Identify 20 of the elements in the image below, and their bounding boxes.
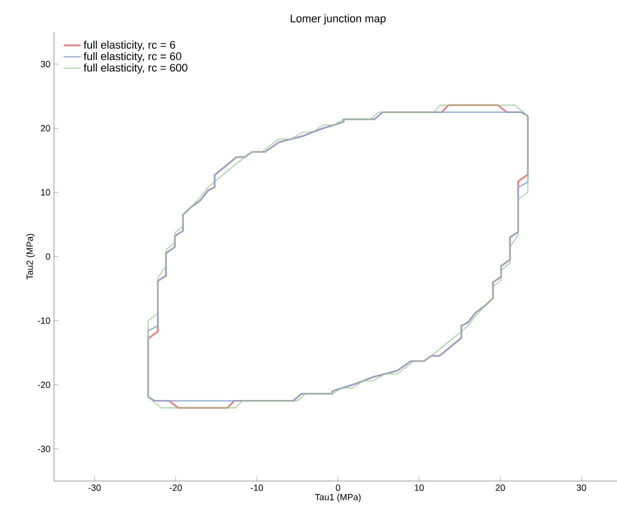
x-tick-label: 20 <box>496 484 505 491</box>
y-tick-label: 30 <box>40 60 50 68</box>
legend-label: full elasticity, rc = 60 <box>84 52 182 62</box>
y-tick-label: -10 <box>38 317 50 324</box>
x-tick-label: 10 <box>414 484 424 491</box>
legend-label: full elasticity, rc = 6 <box>84 40 176 51</box>
x-tick-label: -10 <box>250 484 263 491</box>
y-tick-label: 10 <box>41 189 50 196</box>
legend-label: full elasticity, rc = 600 <box>84 64 188 74</box>
x-tick-label: 0 <box>336 484 340 491</box>
y-tick-label: 20 <box>40 125 50 132</box>
x-tick-label: -20 <box>170 484 182 491</box>
y-axis-title: Tau2 (MPa) <box>26 234 35 280</box>
y-tick-label: 0 <box>46 253 50 260</box>
y-tick-label: -20 <box>38 382 50 388</box>
y-tick-label: -30 <box>38 446 50 452</box>
chart-title: Lomer junction map <box>290 14 386 24</box>
x-tick-label: 30 <box>576 484 586 491</box>
x-tick-label: -30 <box>88 484 101 491</box>
x-axis-title: Tau1 (MPa) <box>315 494 361 502</box>
